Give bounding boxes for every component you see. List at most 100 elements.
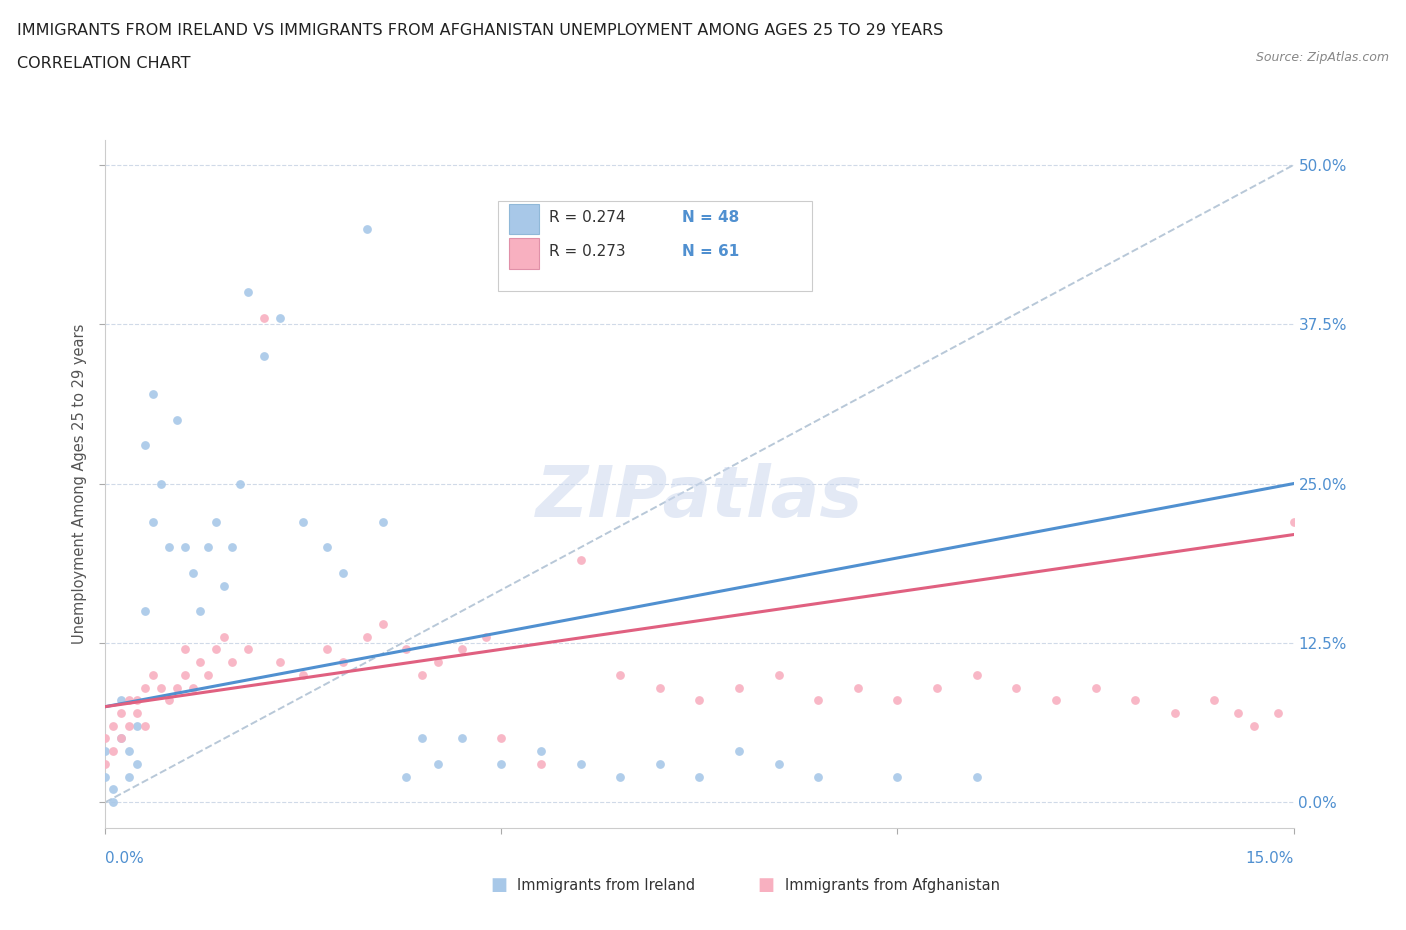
Point (118, 718, 141, 733)
Point (142, 387, 165, 402)
Text: IMMIGRANTS FROM IRELAND VS IMMIGRANTS FROM AFGHANISTAN UNEMPLOYMENT AMONG AGES 2: IMMIGRANTS FROM IRELAND VS IMMIGRANTS FR… (17, 23, 943, 38)
Point (214, 629, 236, 644)
Point (371, 514, 394, 529)
Point (316, 642, 339, 657)
Point (229, 476, 252, 491)
Point (134, 718, 156, 733)
Point (807, 769, 830, 784)
Point (689, 693, 711, 708)
Point (142, 514, 165, 529)
Point (1123, 693, 1146, 708)
Point (411, 731, 433, 746)
Point (427, 756, 450, 771)
Point (292, 514, 315, 529)
Point (127, 693, 149, 708)
Point (127, 718, 149, 733)
FancyBboxPatch shape (498, 202, 813, 291)
Point (1243, 718, 1265, 733)
Point (127, 706, 149, 721)
Point (648, 756, 671, 771)
Text: ■: ■ (758, 876, 775, 895)
Point (609, 668, 631, 683)
Point (269, 655, 291, 670)
Point (807, 693, 830, 708)
Point (149, 476, 172, 491)
Point (166, 412, 188, 427)
Point (197, 540, 219, 555)
Point (205, 514, 228, 529)
Point (110, 693, 132, 708)
Point (491, 756, 513, 771)
Point (648, 680, 671, 695)
Text: 15.0%: 15.0% (1246, 851, 1294, 866)
Text: Immigrants from Afghanistan: Immigrants from Afghanistan (785, 878, 1000, 893)
Text: ZIPatlas: ZIPatlas (536, 463, 863, 532)
Point (253, 311, 276, 325)
Point (181, 680, 204, 695)
Point (1005, 680, 1028, 695)
Point (450, 642, 472, 657)
Point (569, 756, 592, 771)
Point (1298, 756, 1320, 771)
Point (569, 552, 592, 567)
Point (142, 668, 165, 683)
Point (395, 642, 418, 657)
Point (886, 693, 908, 708)
Point (1267, 706, 1289, 721)
Point (221, 540, 243, 555)
Point (173, 642, 195, 657)
Point (197, 668, 219, 683)
Point (190, 604, 212, 618)
Point (1204, 693, 1226, 708)
FancyBboxPatch shape (509, 238, 538, 269)
Point (768, 668, 790, 683)
Y-axis label: Unemployment Among Ages 25 to 29 years: Unemployment Among Ages 25 to 29 years (72, 324, 87, 644)
Point (118, 769, 141, 784)
Point (395, 769, 418, 784)
Point (103, 795, 125, 810)
Point (181, 565, 204, 580)
Text: N = 61: N = 61 (682, 245, 740, 259)
Point (118, 693, 141, 708)
Text: Source: ZipAtlas.com: Source: ZipAtlas.com (1256, 51, 1389, 64)
Point (157, 693, 180, 708)
Point (356, 629, 378, 644)
Point (173, 668, 195, 683)
Point (134, 438, 156, 453)
Point (157, 540, 180, 555)
Text: R = 0.274: R = 0.274 (548, 210, 626, 225)
Point (728, 680, 751, 695)
Point (110, 731, 132, 746)
Text: Immigrants from Ireland: Immigrants from Ireland (517, 878, 696, 893)
Point (356, 221, 378, 236)
Point (269, 311, 291, 325)
Point (214, 578, 236, 593)
Point (292, 668, 315, 683)
Point (127, 756, 149, 771)
Point (474, 629, 496, 644)
Point (450, 731, 472, 746)
Point (166, 680, 188, 695)
Point (221, 655, 243, 670)
Point (411, 668, 433, 683)
Point (94, 756, 117, 771)
Point (94, 731, 117, 746)
Point (1164, 706, 1187, 721)
Point (886, 769, 908, 784)
Point (103, 782, 125, 797)
Point (728, 744, 751, 759)
Point (530, 756, 553, 771)
Point (332, 565, 354, 580)
Point (371, 617, 394, 631)
Point (491, 731, 513, 746)
Point (332, 655, 354, 670)
Text: CORRELATION CHART: CORRELATION CHART (17, 56, 190, 71)
Point (173, 540, 195, 555)
Point (94, 744, 117, 759)
Text: 0.0%: 0.0% (105, 851, 145, 866)
Point (966, 668, 988, 683)
Point (134, 604, 156, 618)
Point (190, 655, 212, 670)
Point (1084, 680, 1107, 695)
Text: R = 0.273: R = 0.273 (548, 245, 626, 259)
